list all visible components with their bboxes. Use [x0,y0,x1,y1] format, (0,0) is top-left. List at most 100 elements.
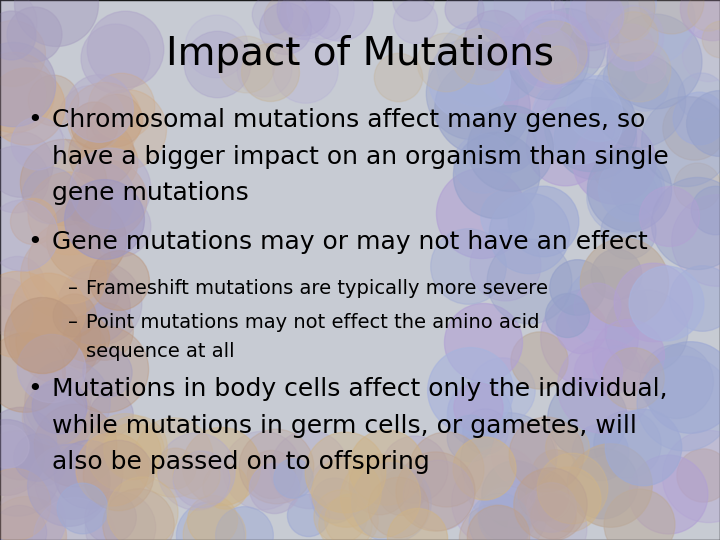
Point [633,519,644,528]
Point [473,58,485,67]
Point [373,479,384,488]
Point [32,139,43,147]
Point [42,306,54,314]
Point [409,17,420,25]
Point [20,102,32,110]
Point [408,465,419,474]
Point [487,534,499,540]
Point [385,497,397,506]
Point [626,184,637,192]
Point [14,160,25,168]
Point [547,512,559,521]
Point [94,193,105,201]
Text: sequence at all: sequence at all [86,342,235,361]
Point [523,228,535,237]
Point [561,42,572,50]
Point [432,491,444,500]
Point [464,75,475,84]
Point [702,472,714,481]
Point [496,386,508,394]
Point [462,261,474,270]
Point [190,467,202,475]
Point [195,475,207,483]
Point [287,474,299,482]
Point [647,298,658,307]
Point [374,492,385,501]
Point [211,59,222,68]
Point [575,323,587,332]
Point [47,96,58,105]
Point [264,68,276,76]
Text: have a bigger impact on an organism than single: have a bigger impact on an organism than… [52,145,669,168]
Point [562,310,573,319]
Point [240,59,252,68]
Point [119,45,130,53]
Point [495,479,507,488]
Point [86,114,97,123]
Point [106,464,117,473]
Point [8,500,19,508]
Point [104,183,116,192]
Point [0,300,10,308]
Point [101,368,112,377]
Point [562,443,573,451]
Point [113,276,125,285]
Point [136,508,148,517]
Point [69,440,81,449]
Point [9,88,20,97]
Point [20,532,32,540]
Point [114,222,126,231]
Point [623,185,634,194]
Point [662,490,674,498]
Point [632,96,644,104]
Point [545,502,557,511]
Point [693,114,705,123]
Point [11,279,22,287]
Point [697,471,708,480]
Point [678,399,689,407]
Point [80,334,91,342]
Point [618,278,630,286]
Point [258,64,270,73]
Point [523,1,534,10]
Point [585,15,597,23]
Point [191,471,202,480]
Point [55,392,67,400]
Point [12,309,24,318]
Point [256,466,268,475]
Point [132,520,144,529]
Point [207,516,218,525]
Point [584,120,595,129]
Point [58,178,69,186]
Point [17,231,28,239]
Point [346,516,357,524]
Point [616,193,628,201]
Point [628,19,639,28]
Point [63,208,75,217]
Point [27,217,39,226]
Point [544,45,556,53]
Point [333,3,345,11]
Point [595,447,606,456]
Point [474,410,485,418]
Point [464,386,476,394]
Point [115,102,127,110]
Point [45,364,57,373]
Point [608,158,619,166]
Point [80,235,91,244]
Point [19,368,31,377]
Point [48,410,60,418]
Point [622,350,634,359]
Point [66,477,78,485]
Point [510,490,521,498]
Point [1,441,13,450]
Point [121,125,132,133]
Point [52,413,63,422]
Point [559,141,570,150]
Point [5,30,17,39]
Point [696,91,707,100]
Point [477,103,488,112]
Point [268,484,279,492]
Point [31,453,42,461]
Point [339,468,351,476]
